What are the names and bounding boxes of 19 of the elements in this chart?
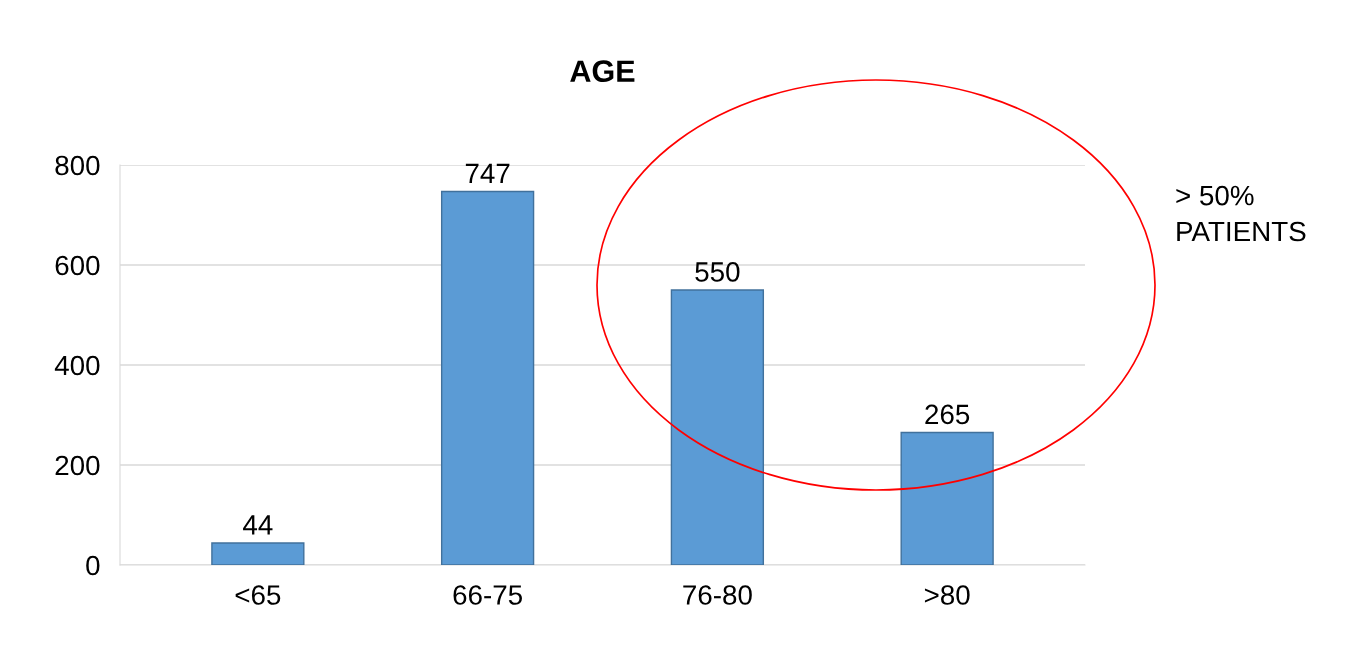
y-tick-label: 400: [54, 355, 100, 376]
x-tick-label: 66-75: [453, 585, 522, 605]
bar: [670, 289, 765, 565]
x-tick-label: >80: [924, 585, 970, 605]
x-tick-label: <65: [235, 585, 281, 605]
y-tick-label: 200: [55, 455, 100, 476]
data-label: 747: [465, 163, 510, 183]
bar: [440, 190, 535, 565]
data-label: 44: [243, 515, 273, 535]
data-label: 550: [695, 262, 740, 282]
y-tick-label: 800: [55, 155, 100, 176]
data-label: 265: [925, 404, 970, 425]
y-tick-label: 0: [86, 555, 100, 576]
y-tick-label: 600: [55, 255, 100, 276]
text: > 50% PATIENTS: [1176, 185, 1306, 242]
bar: [900, 431, 994, 565]
x-tick-label: 76-80: [683, 585, 752, 605]
bar: [211, 542, 305, 565]
chart-title: AGE: [570, 60, 635, 82]
